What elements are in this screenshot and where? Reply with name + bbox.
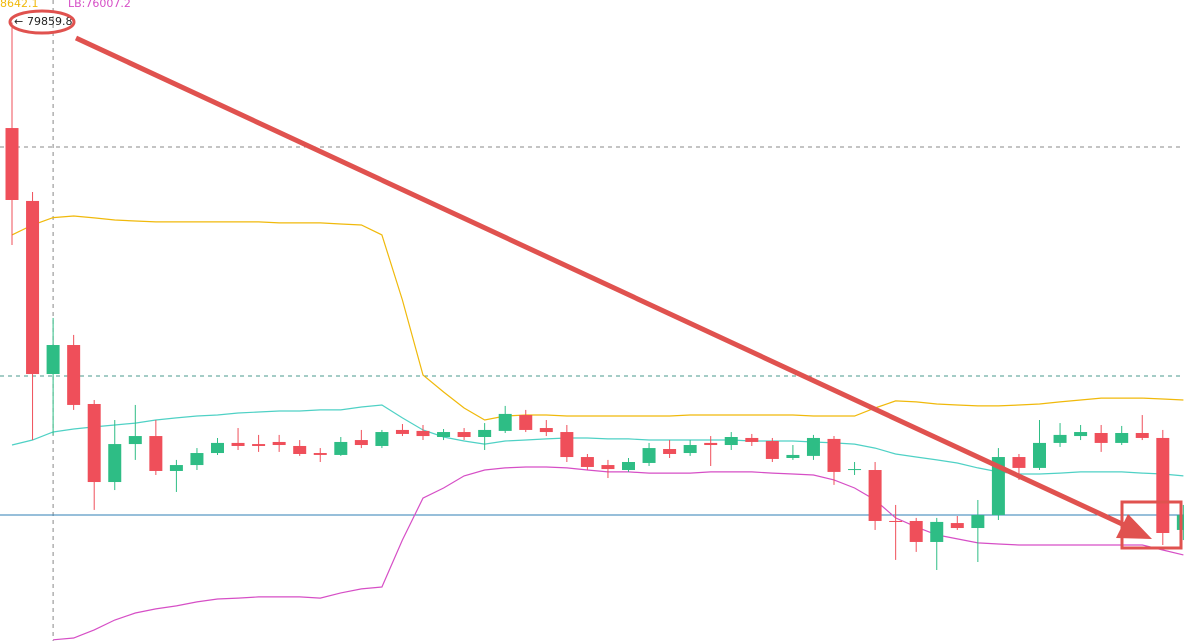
candle-body: [67, 345, 81, 405]
candle-body: [724, 437, 738, 446]
candle-body: [149, 436, 163, 471]
candle-body: [190, 453, 204, 466]
candle-body: [87, 403, 101, 483]
candle-body: [868, 470, 882, 521]
candles-layer: [5, 22, 1184, 571]
candle-body: [1074, 432, 1088, 437]
candle-body: [539, 428, 553, 433]
candle-body: [950, 523, 964, 529]
high-arrow-icon: ←: [14, 15, 23, 28]
candle-body: [1053, 434, 1067, 443]
candle-body: [642, 448, 656, 463]
candle-body: [1156, 437, 1170, 533]
candle-body: [478, 429, 492, 438]
candle-body: [560, 432, 574, 458]
candle-body: [622, 462, 635, 471]
candle-body: [580, 457, 594, 467]
candle-body: [601, 465, 615, 470]
candle-body: [827, 438, 841, 472]
candle-body: [991, 457, 1005, 516]
candle-body: [128, 436, 142, 445]
high-label: 79859.8: [27, 15, 73, 28]
candle-body: [313, 453, 327, 455]
candle-body: [889, 520, 903, 522]
candle-body: [848, 469, 862, 471]
candle-body: [971, 515, 985, 529]
band-line: [11, 404, 1184, 477]
highlight-box: [1120, 500, 1183, 550]
candle-body: [1115, 432, 1129, 443]
candle-body: [498, 413, 512, 431]
trend-arrow-line: [74, 35, 1137, 533]
candle-body: [354, 440, 368, 446]
candle-body: [231, 442, 245, 446]
candle-body: [704, 442, 718, 446]
candle-body: [765, 441, 779, 459]
band-line: [53, 466, 1184, 641]
candle-body: [519, 415, 533, 430]
candle-body: [1094, 432, 1108, 443]
candle-body: [26, 200, 40, 375]
candle-body: [745, 437, 759, 442]
lower-band-label: LB:76007.2: [68, 0, 131, 10]
candle-body: [437, 432, 451, 438]
candle-body: [806, 437, 820, 456]
candle-body: [930, 521, 944, 542]
trend-arrow-head: [1116, 514, 1152, 539]
candle-body: [334, 441, 348, 455]
highlight-ellipse: [8, 9, 76, 35]
candle-body: [416, 430, 430, 437]
candle-body: [211, 442, 224, 454]
candle-body: [252, 444, 266, 446]
annotation-layer: 8642.1 LB:76007.2 ← 79859.8: [0, 0, 1183, 550]
candle-body: [663, 449, 677, 454]
upper-band-label: 8642.1: [0, 0, 39, 10]
candle-body: [272, 441, 286, 446]
candle-body: [1033, 442, 1046, 468]
candle-body: [5, 128, 19, 200]
candle-body: [786, 454, 800, 458]
candle-body: [457, 432, 471, 438]
candle-body: [46, 345, 60, 375]
candle-body: [1012, 457, 1026, 468]
band-line: [11, 215, 1184, 421]
candle-body: [169, 465, 183, 471]
candle-body: [293, 445, 307, 454]
candle-body: [108, 444, 122, 483]
candle-body: [375, 432, 389, 446]
candle-body: [1135, 432, 1149, 438]
candle-body: [395, 429, 409, 434]
candle-body: [683, 445, 697, 454]
candle-body: [909, 520, 923, 542]
